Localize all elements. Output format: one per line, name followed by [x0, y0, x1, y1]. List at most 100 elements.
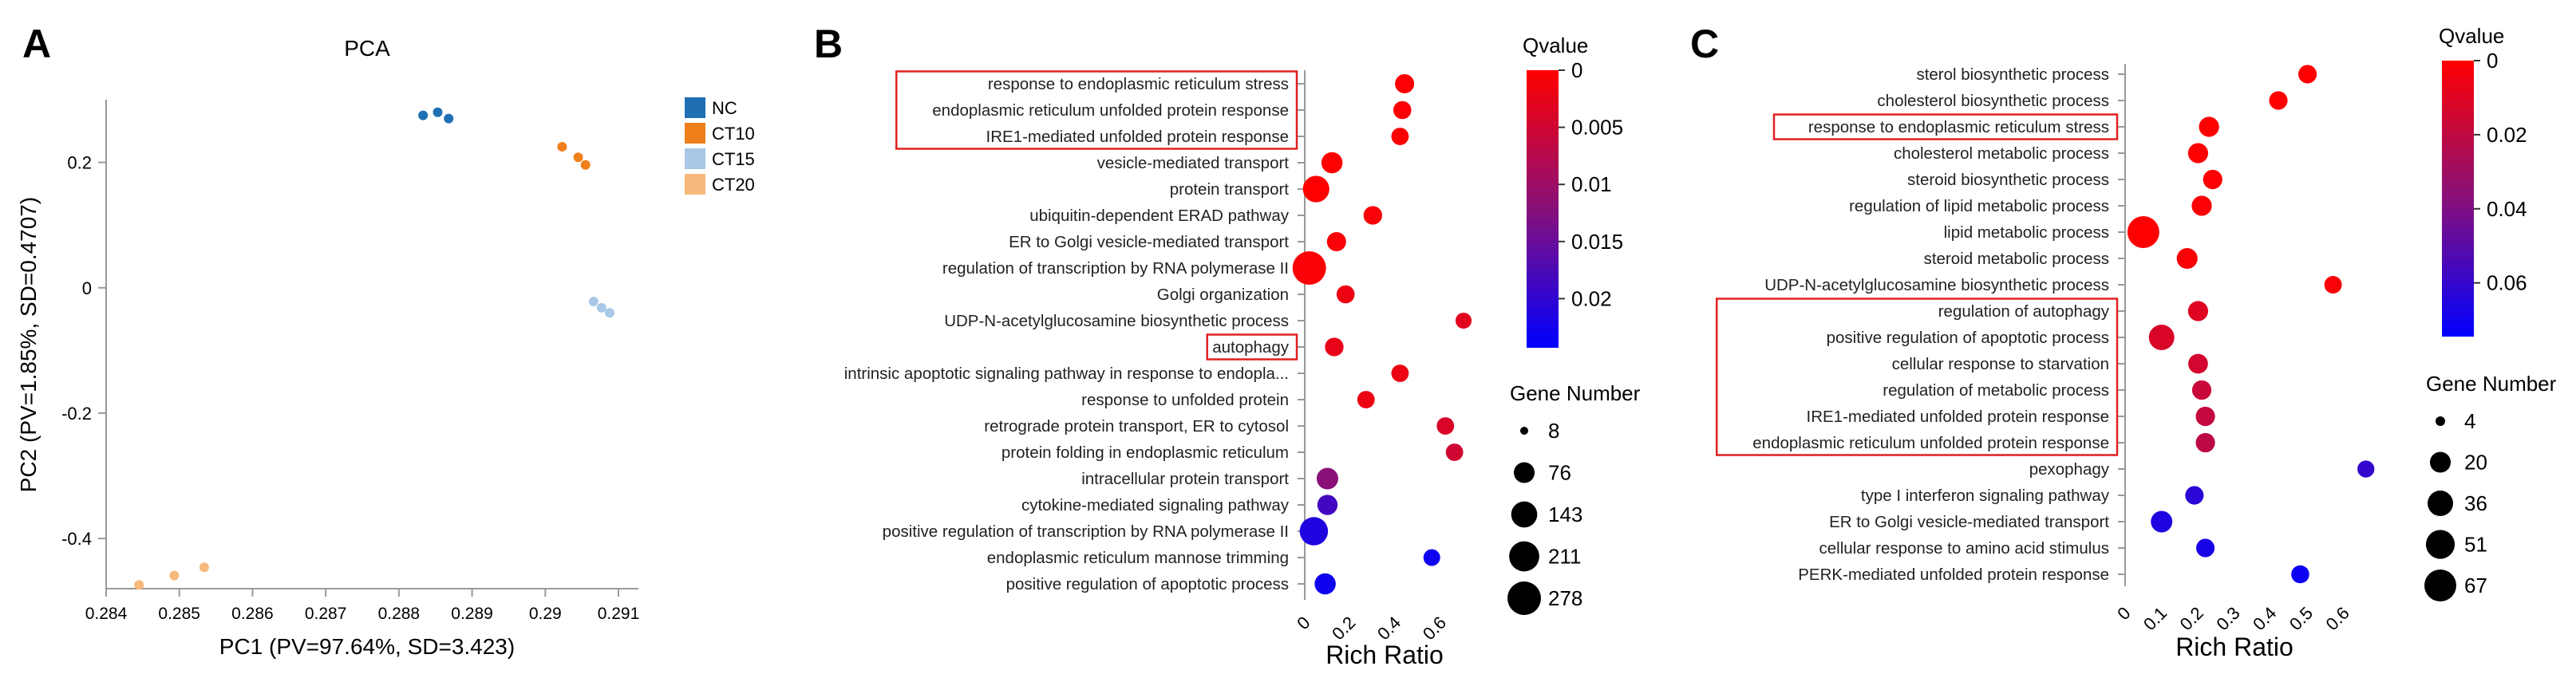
panel-label-c: C — [1690, 22, 1719, 66]
b-term-label: IRE1-mediated unfolded protein response — [986, 128, 1290, 146]
pca-legend-label-ct10: CT10 — [712, 124, 755, 144]
c-qvalue-colorbar — [2442, 61, 2474, 337]
b-term-label: ubiquitin-dependent ERAD pathway — [1029, 207, 1290, 225]
b-term-label: positive regulation of apoptotic process — [1006, 575, 1289, 593]
b-bubble — [1314, 573, 1336, 595]
enrichment-panel-c: C sterol biosynthetic process cholesterol… — [1690, 22, 2557, 661]
c-bubble — [2203, 169, 2222, 190]
b-term-label: Golgi organization — [1157, 286, 1289, 304]
b-x-tick-label: 0.4 — [1373, 613, 1405, 644]
c-colorbar-tick-label: 0.04 — [2487, 197, 2527, 221]
b-x-ticks: 0 0.2 0.4 0.6 — [1293, 613, 1450, 644]
c-highlight-box — [1716, 298, 2119, 456]
pca-point-ct20 — [199, 562, 209, 573]
b-colorbar-tick-label: 0.02 — [1571, 286, 1612, 310]
c-qvalue-title: Qvalue — [2439, 24, 2504, 48]
c-x-tick-label: 0.5 — [2286, 603, 2317, 634]
c-term-label: regulation of lipid metabolic process — [1849, 197, 2109, 215]
c-colorbar-tick-label: 0 — [2487, 49, 2498, 73]
c-size-legend-dot — [2436, 416, 2445, 426]
b-term-label: cytokine-mediated signaling pathway — [1021, 496, 1290, 514]
b-term-label: positive regulation of transcription by … — [883, 522, 1289, 541]
b-colorbar-ticks: 0 0.005 0.01 0.015 0.02 — [1559, 58, 1623, 310]
c-x-tick-label: 0.3 — [2212, 603, 2243, 634]
b-bubble — [1336, 285, 1355, 304]
pca-x-label: PC1 (PV=97.64%, SD=3.423) — [219, 634, 515, 659]
c-term-label: cholesterol biosynthetic process — [1877, 92, 2109, 110]
b-colorbar-tick-label: 0.015 — [1571, 230, 1623, 254]
b-bubble — [1395, 73, 1415, 94]
b-bubble — [1299, 517, 1329, 546]
b-highlight-boxes — [895, 70, 1298, 361]
b-term-label: retrograde protein transport, ER to cyto… — [984, 417, 1289, 436]
c-bubble — [2269, 91, 2288, 110]
enrichment-panel-b: B response to endoplasmic reticulum stre… — [814, 22, 1641, 669]
b-bubble — [1302, 175, 1329, 203]
c-colorbar-ticks: 0 0.02 0.04 0.06 — [2474, 49, 2527, 295]
c-bubble — [2195, 538, 2215, 558]
pca-legend-swatch-ct20 — [685, 174, 705, 195]
c-bubble — [2324, 276, 2342, 294]
b-size-legend-label: 211 — [1548, 545, 1581, 569]
c-size-legend-label: 20 — [2464, 451, 2487, 475]
pca-x-tick-label: 0.291 — [598, 605, 640, 623]
panel-label-b: B — [814, 22, 843, 66]
pca-x-tick-label: 0.287 — [305, 605, 347, 623]
b-term-label: ER to Golgi vesicle-mediated transport — [1009, 233, 1289, 251]
b-term-label: vesicle-mediated transport — [1097, 154, 1290, 172]
pca-legend-swatch-ct10 — [685, 123, 705, 144]
c-term-label: cellular response to starvation — [1892, 355, 2109, 373]
c-x-ticks: 0 0.1 0.2 0.3 0.4 0.5 0.6 — [2113, 603, 2353, 634]
c-bubble — [2191, 195, 2212, 216]
pca-legend-label-ct15: CT15 — [712, 149, 755, 169]
c-size-legend-dot — [2428, 491, 2453, 516]
c-term-label: IRE1-mediated unfolded protein response — [1807, 408, 2110, 426]
b-bubble — [1292, 251, 1326, 285]
b-size-legend-label: 278 — [1548, 586, 1582, 610]
b-term-label: endoplasmic reticulum mannose trimming — [987, 549, 1289, 567]
b-size-legend-dot — [1513, 462, 1535, 483]
c-term-label: steroid metabolic process — [1924, 250, 2109, 268]
b-highlight-box — [1206, 333, 1298, 361]
b-gene-number-title: Gene Number — [1510, 381, 1641, 405]
c-size-legend-dot — [2425, 530, 2455, 559]
c-term-label: regulation of autophagy — [1938, 302, 2110, 321]
c-size-legend-label: 4 — [2464, 409, 2475, 433]
b-term-label: autophagy — [1212, 338, 1290, 357]
pca-x-tick-label: 0.285 — [158, 605, 200, 623]
c-bubble — [2148, 325, 2175, 350]
b-bubble — [1423, 549, 1440, 566]
c-gene-number-title: Gene Number — [2426, 372, 2557, 396]
c-term-label: type I interferon signaling pathway — [1861, 487, 2110, 505]
pca-y-tick-label: 0 — [82, 278, 92, 298]
c-bubble — [2199, 116, 2219, 137]
c-bubbles — [2127, 65, 2375, 584]
c-bubble — [2191, 380, 2212, 400]
c-term-label: regulation of metabolic process — [1883, 381, 2109, 400]
c-size-legend: 4 20 36 51 67 — [2424, 409, 2487, 601]
c-term-label: endoplasmic reticulum unfolded protein r… — [1752, 434, 2109, 452]
c-term-label: UDP-N-acetylglucosamine biosynthetic pro… — [1764, 276, 2109, 294]
c-bubble — [2291, 565, 2309, 584]
panel-label-a: A — [22, 22, 51, 66]
pca-legend-swatch-nc — [685, 97, 705, 118]
b-term-label: regulation of transcription by RNA polym… — [942, 259, 1289, 278]
c-bubble — [2357, 460, 2375, 478]
c-bubble — [2195, 406, 2215, 427]
pca-legend-label-ct20: CT20 — [712, 175, 755, 195]
c-term-label: cholesterol metabolic process — [1894, 144, 2109, 163]
c-bubble — [2187, 301, 2209, 321]
b-x-tick-label: 0 — [1293, 613, 1314, 633]
pca-x-tick-label: 0.29 — [529, 605, 562, 623]
c-term-label: steroid biosynthetic process — [1907, 171, 2109, 189]
c-term-label: pexophagy — [2029, 460, 2110, 479]
pca-y-tick-label: 0.2 — [67, 153, 92, 173]
pca-point-ct10 — [573, 152, 583, 163]
c-bubble — [2185, 486, 2204, 505]
c-term-label: cellular response to amino acid stimulus — [1819, 539, 2109, 558]
pca-title: PCA — [344, 36, 390, 61]
b-size-legend-dot — [1509, 541, 1539, 572]
c-highlight-box — [1772, 113, 2119, 140]
b-term-label: endoplasmic reticulum unfolded protein r… — [932, 101, 1289, 120]
